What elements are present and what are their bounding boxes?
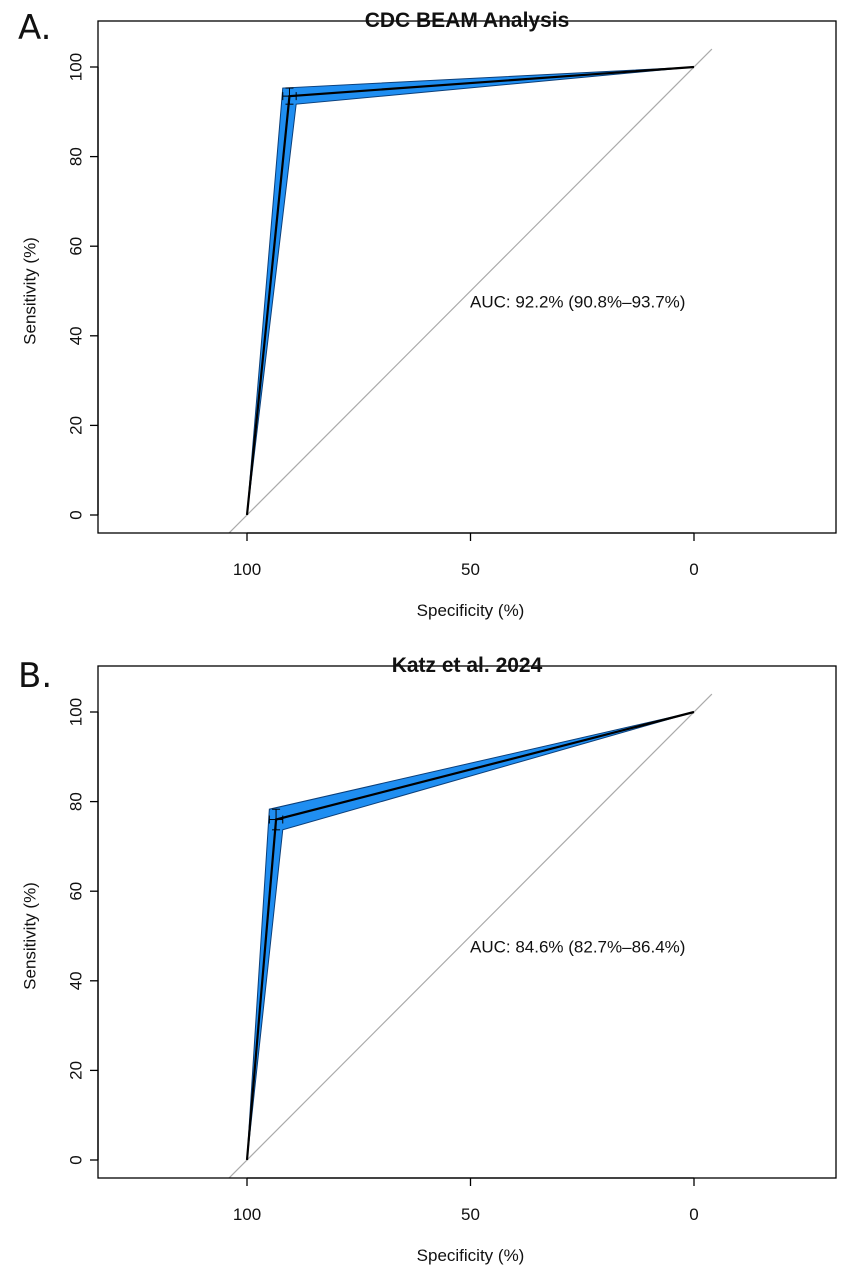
chart-title: CDC BEAM Analysis [365, 9, 570, 32]
x-tick-label: 0 [689, 1205, 698, 1224]
y-tick-label: 80 [67, 147, 86, 166]
panel-b: B. Katz et al. 2024 0 20 40 60 80 100 Sensitivi… [0, 638, 851, 1276]
chart-title: Katz et al. 2024 [392, 654, 543, 677]
x-tick-label: 50 [461, 1205, 480, 1224]
chance-diagonal [228, 693, 713, 1178]
y-tick-label: 60 [67, 237, 86, 256]
roc-chart-cdc-beam: CDC BEAM Analysis 0 20 40 60 80 100 Sensitivity… [21, 9, 837, 620]
x-axis-label: Specificity (%) [417, 601, 525, 620]
x-tick-label: 100 [233, 1205, 261, 1224]
y-tick-label: 60 [67, 882, 86, 901]
x-tick-label: 0 [689, 560, 698, 579]
y-tick-label: 80 [67, 792, 86, 811]
roc-chart-katz-2024: Katz et al. 2024 0 20 40 60 80 100 Sensitivity … [21, 654, 837, 1265]
plot-frame [97, 20, 837, 534]
y-tick-label: 40 [67, 971, 86, 990]
y-tick-label: 20 [67, 416, 86, 435]
auc-annotation: AUC: 84.6% (82.7%–86.4%) [470, 938, 685, 957]
y-axis-label: Sensitivity (%) [21, 882, 40, 990]
x-axis-label: Specificity (%) [417, 1246, 525, 1265]
x-tick-label: 50 [461, 560, 480, 579]
y-axis-label: Sensitivity (%) [21, 237, 40, 345]
y-tick-label: 0 [67, 510, 86, 519]
y-tick-label: 100 [67, 698, 86, 726]
plot-frame [97, 665, 837, 1179]
auc-annotation: AUC: 92.2% (90.8%–93.7%) [470, 293, 685, 312]
y-tick-label: 40 [67, 326, 86, 345]
panel-label: A. [18, 8, 52, 48]
panel-label: B. [18, 656, 53, 696]
y-tick-label: 0 [67, 1155, 86, 1164]
y-tick-label: 100 [67, 53, 86, 81]
y-tick-label: 20 [67, 1061, 86, 1080]
panel-a: A. CDC BEAM Analysis 0 20 40 60 80 100 Sensitiv… [0, 0, 851, 638]
chance-diagonal [228, 48, 713, 533]
x-tick-label: 100 [233, 560, 261, 579]
